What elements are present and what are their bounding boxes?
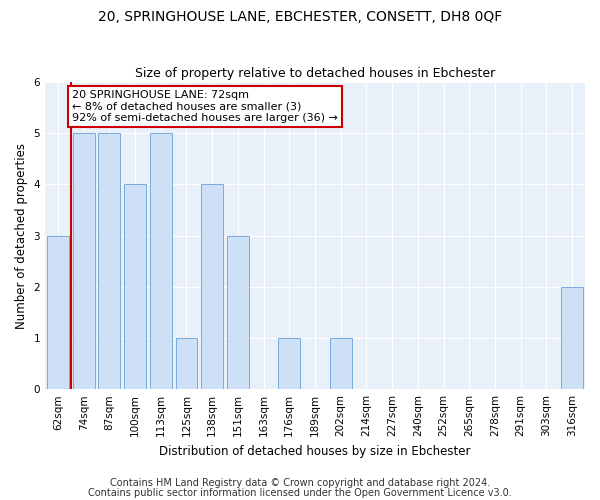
Text: 20 SPRINGHOUSE LANE: 72sqm
← 8% of detached houses are smaller (3)
92% of semi-d: 20 SPRINGHOUSE LANE: 72sqm ← 8% of detac… [72,90,338,123]
Bar [47,236,69,389]
Bar [561,287,583,389]
Text: 20, SPRINGHOUSE LANE, EBCHESTER, CONSETT, DH8 0QF: 20, SPRINGHOUSE LANE, EBCHESTER, CONSETT… [98,10,502,24]
Bar [227,236,249,389]
Bar [278,338,300,389]
Bar [176,338,197,389]
Y-axis label: Number of detached properties: Number of detached properties [15,142,28,328]
Bar [124,184,146,389]
X-axis label: Distribution of detached houses by size in Ebchester: Distribution of detached houses by size … [159,444,471,458]
Bar [150,133,172,389]
Text: Contains public sector information licensed under the Open Government Licence v3: Contains public sector information licen… [88,488,512,498]
Bar [98,133,120,389]
Bar [330,338,352,389]
Title: Size of property relative to detached houses in Ebchester: Size of property relative to detached ho… [135,66,495,80]
Text: Contains HM Land Registry data © Crown copyright and database right 2024.: Contains HM Land Registry data © Crown c… [110,478,490,488]
Bar [73,133,95,389]
Bar [201,184,223,389]
